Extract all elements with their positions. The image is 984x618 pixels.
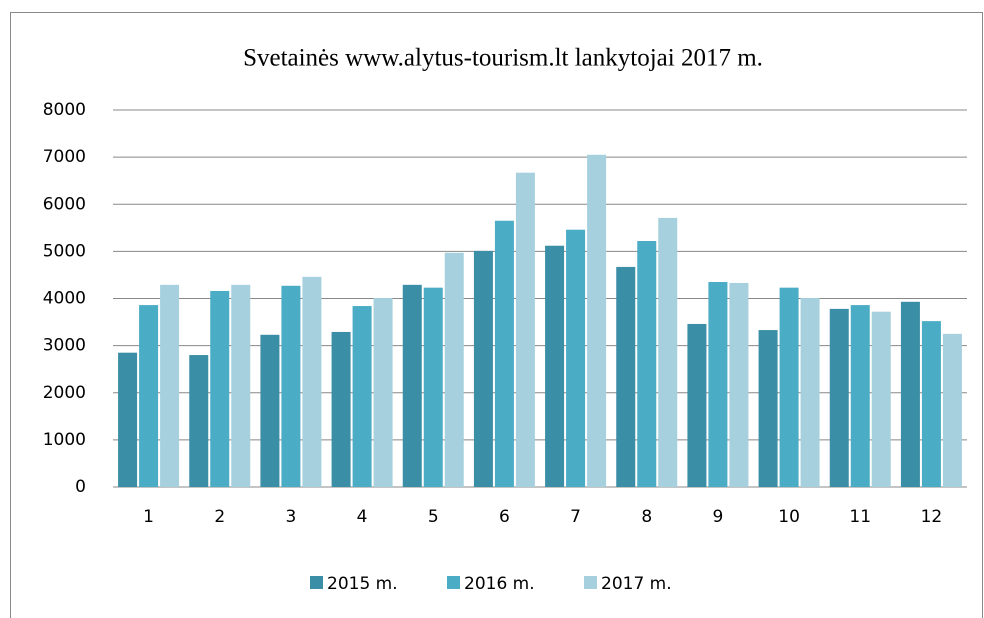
y-tick-label: 8000: [43, 100, 86, 120]
x-tick-label: 12: [921, 507, 943, 527]
bar: [373, 298, 393, 487]
y-tick-label: 0: [75, 477, 86, 497]
bar: [921, 321, 941, 487]
bar: [708, 282, 728, 487]
bar: [494, 220, 514, 487]
bar: [637, 241, 657, 487]
legend-label: 2016 m.: [464, 574, 535, 594]
x-tick-label: 4: [357, 507, 368, 527]
bar: [758, 330, 778, 487]
chart-title: Svetainės www.alytus-tourism.lt lankytoj…: [243, 45, 763, 72]
legend-swatch: [584, 576, 597, 589]
bar: [402, 284, 422, 487]
x-tick-label: 5: [428, 507, 439, 527]
bar: [779, 287, 799, 487]
x-tick-label: 6: [499, 507, 510, 527]
bar: [331, 331, 351, 487]
legend-label: 2017 m.: [601, 574, 672, 594]
bar: [352, 306, 372, 487]
y-tick-label: 3000: [43, 336, 86, 356]
bar: [160, 284, 180, 487]
x-tick-label: 3: [286, 507, 297, 527]
bar: [587, 154, 607, 488]
bar: [871, 311, 891, 487]
y-tick-label: 2000: [43, 383, 86, 403]
legend-swatch: [310, 576, 323, 589]
bar: [829, 308, 849, 487]
x-tick-label: 2: [214, 507, 225, 527]
bar: [260, 334, 280, 487]
bar: [423, 287, 443, 487]
legend-label: 2015 m.: [327, 574, 398, 594]
y-tick-label: 4000: [43, 289, 86, 309]
bar: [900, 301, 920, 487]
legend-swatch: [447, 576, 460, 589]
bar: [231, 284, 251, 487]
bar: [800, 298, 820, 487]
x-tick-label: 10: [778, 507, 800, 527]
bar: [942, 333, 962, 487]
bar: [729, 282, 749, 487]
bar: [302, 276, 322, 487]
x-tick-label: 11: [849, 507, 871, 527]
bar: [687, 323, 707, 487]
y-tick-label: 7000: [43, 147, 86, 167]
bar: [616, 266, 636, 487]
bar: [566, 229, 586, 487]
bar: [444, 252, 464, 487]
bar: [139, 305, 159, 487]
bar: [210, 290, 230, 487]
bar: [658, 217, 678, 487]
x-tick-label: 8: [641, 507, 652, 527]
bar: [545, 245, 565, 487]
bar: [118, 352, 138, 487]
x-tick-label: 9: [713, 507, 724, 527]
x-tick-label: 1: [143, 507, 154, 527]
y-tick-label: 1000: [43, 430, 86, 450]
bar: [515, 172, 535, 487]
bar: [850, 305, 870, 487]
y-tick-label: 6000: [43, 194, 86, 214]
bar: [281, 285, 301, 487]
y-tick-label: 5000: [43, 241, 86, 261]
bar: [473, 250, 493, 487]
bar: [189, 355, 209, 487]
x-tick-label: 7: [570, 507, 581, 527]
